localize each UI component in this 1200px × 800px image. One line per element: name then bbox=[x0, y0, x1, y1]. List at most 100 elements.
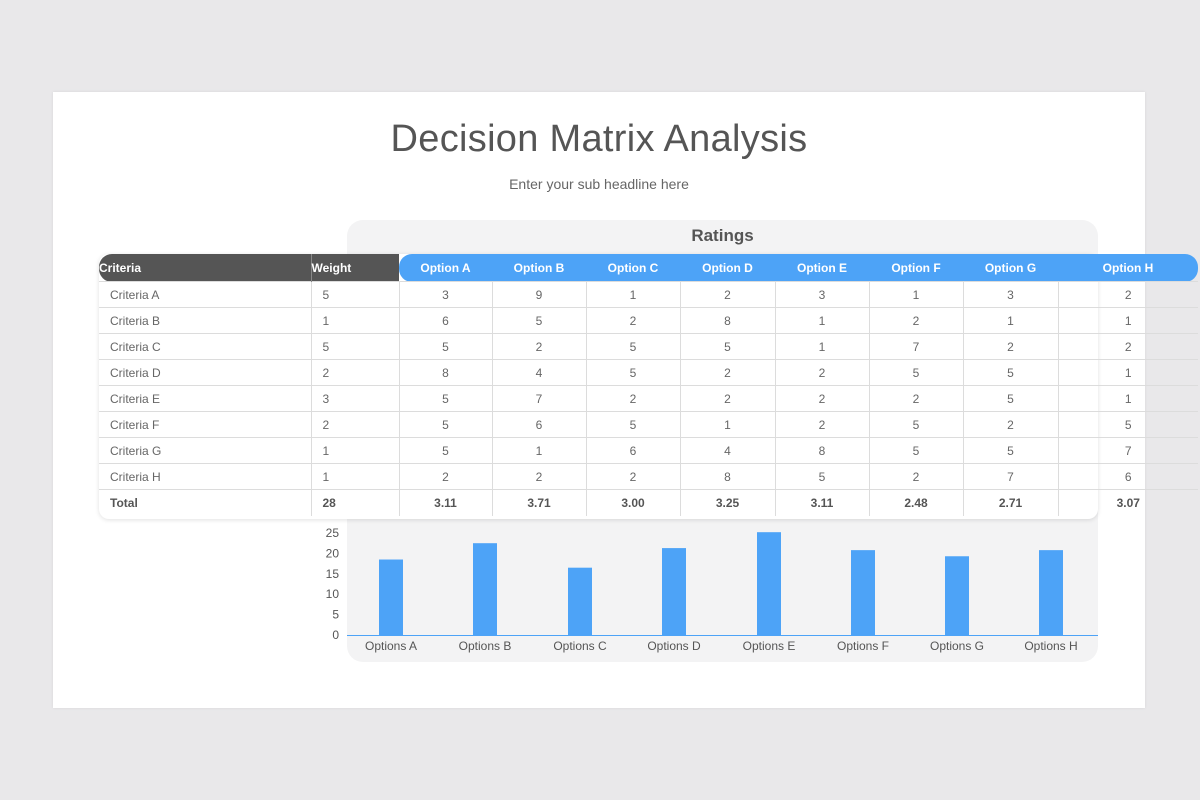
rating-cell: 5 bbox=[868, 411, 963, 438]
rating-cell: 2 bbox=[774, 359, 869, 386]
rating-cell: 5 bbox=[585, 333, 680, 360]
total-value-cell: 3.11 bbox=[398, 489, 492, 516]
y-tick-label: 5 bbox=[332, 608, 339, 622]
bar-options-a bbox=[379, 559, 403, 635]
header-option-d: Option D bbox=[680, 254, 775, 282]
x-category-label: Options B bbox=[459, 639, 512, 653]
header-criteria: Criteria bbox=[99, 254, 311, 282]
ratings-label: Ratings bbox=[691, 226, 754, 245]
rating-cell: 2 bbox=[962, 333, 1058, 360]
rating-cell: 5 bbox=[585, 411, 680, 438]
rating-cell: 2 bbox=[1057, 281, 1198, 308]
criteria-cell: Criteria F bbox=[99, 411, 311, 438]
header-option-b: Option B bbox=[492, 254, 586, 282]
rating-cell: 1 bbox=[868, 281, 963, 308]
rating-cell: 1 bbox=[1057, 307, 1198, 334]
criteria-cell: Criteria A bbox=[99, 281, 311, 308]
rating-cell: 2 bbox=[491, 333, 586, 360]
page-subtitle: Enter your sub headline here bbox=[509, 176, 689, 192]
rating-cell: 8 bbox=[774, 437, 869, 464]
x-category-label: Options E bbox=[743, 639, 796, 653]
rating-cell: 2 bbox=[962, 411, 1058, 438]
rating-cell: 5 bbox=[1057, 411, 1198, 438]
rating-cell: 6 bbox=[1057, 463, 1198, 490]
x-category-label: Options H bbox=[1024, 639, 1077, 653]
total-weight: 28 bbox=[310, 489, 399, 516]
rating-cell: 1 bbox=[774, 307, 869, 334]
weight-cell: 5 bbox=[310, 333, 399, 360]
header-weight: Weight bbox=[310, 254, 399, 282]
rating-cell: 7 bbox=[962, 463, 1058, 490]
bar-options-b bbox=[473, 543, 497, 635]
rating-cell: 3 bbox=[774, 281, 869, 308]
table-header-row: Criteria Weight Option A Option B Option C Op… bbox=[99, 254, 1198, 282]
rating-cell: 2 bbox=[585, 307, 680, 334]
rating-cell: 8 bbox=[679, 307, 775, 334]
rating-cell: 5 bbox=[679, 333, 775, 360]
bar-options-e bbox=[757, 532, 781, 635]
rating-cell: 5 bbox=[491, 307, 586, 334]
rating-cell: 5 bbox=[868, 437, 963, 464]
slide: Decision Matrix Analysis Enter your sub … bbox=[53, 92, 1198, 708]
x-category-label: Options F bbox=[837, 639, 889, 653]
criteria-cell: Criteria G bbox=[99, 437, 311, 464]
rating-cell: 6 bbox=[398, 307, 492, 334]
rating-cell: 5 bbox=[962, 437, 1058, 464]
rating-cell: 5 bbox=[774, 463, 869, 490]
rating-cell: 5 bbox=[398, 411, 492, 438]
criteria-cell: Criteria H bbox=[99, 463, 311, 490]
weighted-score-bar-chart: 0 5 10 15 20 25 Options A Options B Options C Opt… bbox=[326, 526, 1098, 653]
criteria-cell: Criteria D bbox=[99, 359, 311, 386]
total-value-cell: 3.07 bbox=[1057, 489, 1198, 516]
header-option-e: Option E bbox=[775, 254, 869, 282]
y-tick-label: 20 bbox=[326, 546, 340, 560]
total-value-cell: 3.25 bbox=[679, 489, 775, 516]
total-value-cell: 2.48 bbox=[868, 489, 963, 516]
rating-cell: 6 bbox=[491, 411, 586, 438]
x-category-label: Options G bbox=[930, 639, 984, 653]
weight-cell: 2 bbox=[310, 359, 399, 386]
bar-options-c bbox=[568, 567, 592, 635]
criteria-cell: Criteria B bbox=[99, 307, 311, 334]
rating-cell: 1 bbox=[962, 307, 1058, 334]
bar-options-g bbox=[945, 556, 969, 635]
rating-cell: 2 bbox=[868, 463, 963, 490]
rating-cell: 5 bbox=[962, 359, 1058, 386]
y-tick-label: 25 bbox=[326, 526, 340, 540]
header-option-c: Option C bbox=[586, 254, 680, 282]
total-value-cell: 2.71 bbox=[962, 489, 1058, 516]
criteria-cell: Criteria C bbox=[99, 333, 311, 360]
rating-cell: 4 bbox=[679, 437, 775, 464]
rating-cell: 8 bbox=[679, 463, 775, 490]
weight-cell: 1 bbox=[310, 463, 399, 490]
rating-cell: 4 bbox=[491, 359, 586, 386]
rating-cell: 1 bbox=[491, 437, 586, 464]
rating-cell: 5 bbox=[962, 385, 1058, 412]
weight-cell: 5 bbox=[310, 281, 399, 308]
rating-cell: 2 bbox=[774, 411, 869, 438]
rating-cell: 1 bbox=[774, 333, 869, 360]
x-category-label: Options D bbox=[647, 639, 701, 653]
rating-cell: 2 bbox=[679, 385, 775, 412]
weight-cell: 1 bbox=[310, 437, 399, 464]
total-value-cell: 3.71 bbox=[491, 489, 586, 516]
rating-cell: 5 bbox=[585, 359, 680, 386]
weight-cell: 3 bbox=[310, 385, 399, 412]
y-tick-label: 15 bbox=[326, 567, 340, 581]
rating-cell: 2 bbox=[1057, 333, 1198, 360]
rating-cell: 8 bbox=[398, 359, 492, 386]
page-title: Decision Matrix Analysis bbox=[390, 118, 808, 160]
rating-cell: 5 bbox=[398, 437, 492, 464]
rating-cell: 2 bbox=[774, 385, 869, 412]
y-tick-label: 10 bbox=[326, 587, 340, 601]
total-row: Total 28 3.11 3.71 3.00 3.25 3.11 2.48 2.71 3.07 bbox=[99, 489, 1198, 516]
header-option-a: Option A bbox=[399, 254, 492, 282]
bar-options-d bbox=[662, 548, 686, 635]
bar-options-f bbox=[851, 550, 875, 635]
rating-cell: 2 bbox=[679, 281, 775, 308]
